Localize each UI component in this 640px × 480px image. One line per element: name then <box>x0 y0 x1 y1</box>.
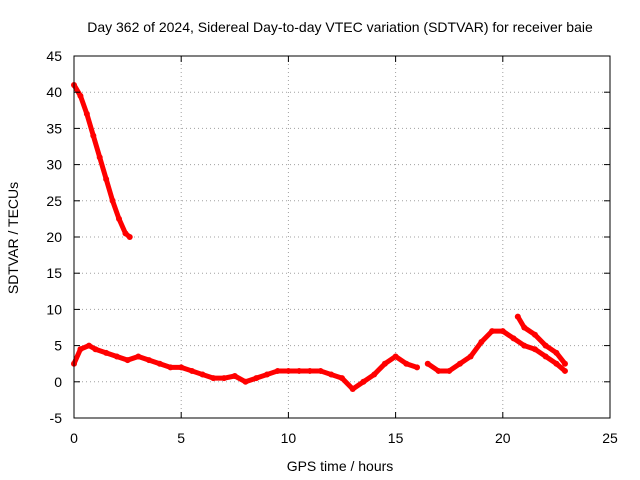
data-point <box>285 367 292 374</box>
data-point <box>210 375 217 382</box>
series-1 <box>71 81 133 240</box>
data-point <box>146 357 153 364</box>
data-point <box>90 132 97 139</box>
data-point <box>521 324 528 331</box>
data-point <box>403 360 410 367</box>
data-point <box>113 353 120 360</box>
y-tick-label: 30 <box>46 157 62 173</box>
data-point <box>253 375 260 382</box>
data-point <box>103 176 110 183</box>
y-tick-label: 0 <box>54 374 62 390</box>
data-point <box>424 360 431 367</box>
data-point <box>135 353 142 360</box>
x-tick-label: 10 <box>281 430 297 446</box>
data-point <box>561 367 568 374</box>
data-point <box>274 367 281 374</box>
x-axis-label: GPS time / hours <box>287 458 394 474</box>
data-point <box>392 353 399 360</box>
data-point <box>296 367 303 374</box>
data-point <box>542 353 549 360</box>
data-point <box>122 230 129 237</box>
series-line <box>71 82 133 240</box>
data-point <box>77 92 84 99</box>
data-point <box>514 313 521 320</box>
y-tick-label: 5 <box>54 338 62 354</box>
data-point <box>349 386 356 393</box>
data-point <box>231 373 238 380</box>
data-point <box>92 346 99 353</box>
data-point <box>371 371 378 378</box>
y-tick-label: 15 <box>46 265 62 281</box>
data-point <box>263 371 270 378</box>
data-point <box>339 375 345 382</box>
y-tick-label: 20 <box>46 229 62 245</box>
data-point <box>510 335 517 342</box>
data-point <box>306 367 313 374</box>
x-tick-label: 5 <box>177 430 185 446</box>
data-point <box>96 154 103 161</box>
data-point <box>77 346 84 353</box>
data-point <box>381 360 388 367</box>
y-tick-label: 25 <box>46 193 62 209</box>
data-point <box>167 364 174 371</box>
data-point <box>328 371 335 378</box>
data-series <box>71 81 568 393</box>
series-4 <box>514 313 568 367</box>
data-point <box>499 328 506 335</box>
x-tick-label: 25 <box>602 430 618 446</box>
data-point <box>446 367 453 374</box>
data-point <box>489 328 496 335</box>
data-point <box>414 364 421 371</box>
series-3 <box>424 328 568 374</box>
data-point <box>478 338 485 345</box>
data-point <box>156 360 163 367</box>
data-point <box>103 349 110 356</box>
data-point <box>521 342 528 349</box>
data-point <box>467 353 474 360</box>
data-point <box>561 360 568 367</box>
chart-title: Day 362 of 2024, Sidereal Day-to-day VTE… <box>87 19 593 35</box>
y-tick-label: 35 <box>46 120 62 136</box>
data-point <box>553 360 560 367</box>
y-tick-label: 10 <box>46 301 62 317</box>
series-line <box>71 343 420 392</box>
data-point <box>178 364 185 371</box>
data-point <box>317 367 324 374</box>
data-point <box>109 197 116 204</box>
data-point <box>456 360 463 367</box>
y-axis-label: SDTVAR / TECUs <box>5 182 21 294</box>
data-point <box>221 375 228 382</box>
data-point <box>83 110 90 117</box>
x-tick-label: 20 <box>495 430 511 446</box>
data-point <box>435 367 442 374</box>
x-tick-label: 15 <box>388 430 404 446</box>
data-point <box>542 342 549 349</box>
axis-ticks: 0 5 10 15 20 25 -5 0 5 10 15 20 25 30 35 40 45 <box>46 48 618 446</box>
grid-lines <box>74 56 610 418</box>
data-point <box>126 234 133 240</box>
data-point <box>199 371 206 378</box>
x-tick-label: 0 <box>70 430 78 446</box>
data-point <box>86 342 93 349</box>
y-tick-label: 45 <box>46 48 62 64</box>
data-point <box>188 367 195 374</box>
data-point <box>531 331 538 338</box>
data-point <box>360 378 367 385</box>
data-point <box>553 349 560 356</box>
data-point <box>531 346 538 353</box>
data-point <box>124 357 131 364</box>
data-point <box>116 215 123 222</box>
y-tick-label: -5 <box>50 410 63 426</box>
y-tick-label: 40 <box>46 84 62 100</box>
data-point <box>242 378 249 385</box>
